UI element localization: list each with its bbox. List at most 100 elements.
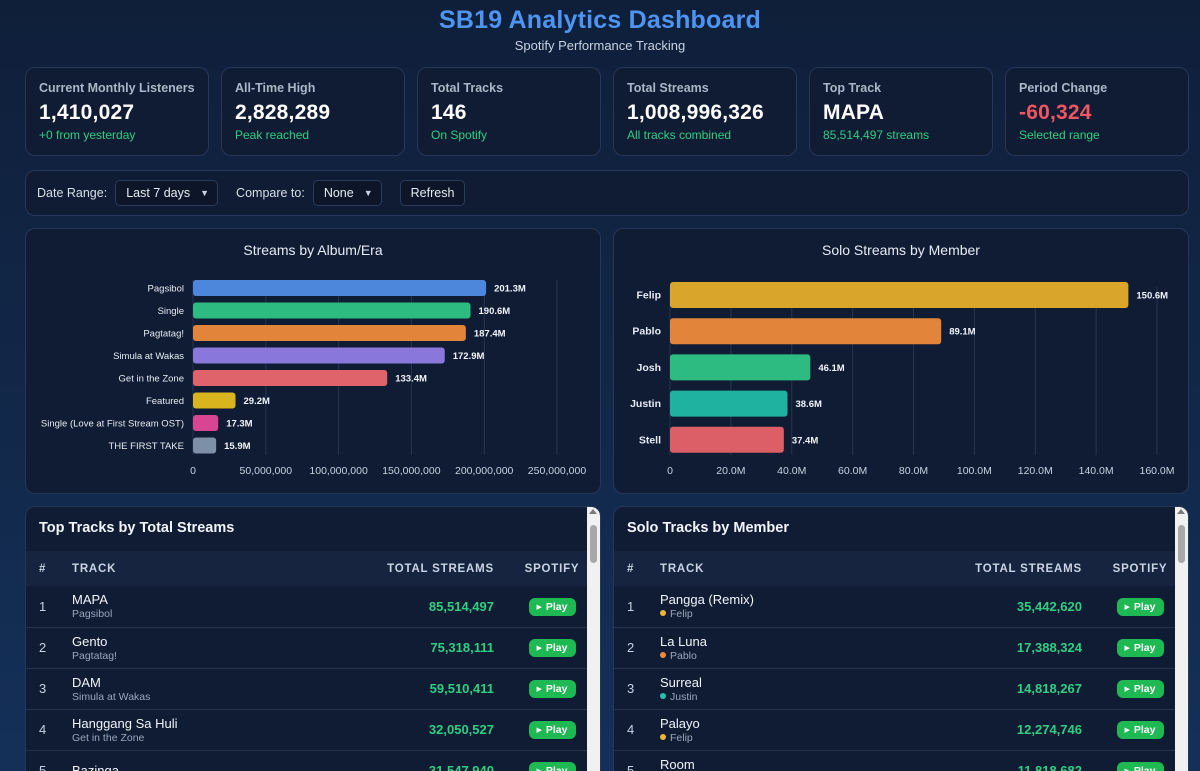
play-icon: ▶: [1124, 686, 1130, 693]
track-streams: 32,050,527: [274, 709, 516, 751]
stat-card-total-tracks: Total Tracks 146 On Spotify: [417, 67, 601, 156]
play-label: Play: [1133, 724, 1156, 736]
date-range-select[interactable]: Last 7 days ▼: [115, 180, 219, 206]
x-tick-label: 250,000,000: [528, 465, 587, 477]
play-button[interactable]: ▶Play: [528, 721, 576, 739]
track-name: La Luna: [660, 633, 707, 649]
scroll-up-icon: [1177, 509, 1185, 514]
bar: [193, 437, 217, 454]
track-name: Hanggang Sa Huli: [72, 715, 178, 731]
play-label: Play: [545, 724, 568, 736]
data-label: 187.4M: [474, 329, 506, 340]
play-label: Play: [545, 765, 568, 771]
page-title: SB19 Analytics Dashboard: [438, 6, 762, 34]
x-tick-label: 20.0M: [716, 465, 745, 477]
data-label: 190.6M: [479, 306, 511, 317]
data-label: 29.2M: [244, 396, 270, 407]
play-button[interactable]: ▶Play: [1116, 680, 1164, 698]
data-label: 15.9M: [224, 441, 250, 452]
track-streams: 31,547,940: [274, 750, 516, 771]
stat-label: All-Time High: [235, 81, 316, 95]
track-rank: 2: [614, 627, 654, 669]
stat-card-monthly-listeners: Current Monthly Listeners 1,410,027 +0 f…: [25, 67, 209, 156]
track-rank: 1: [614, 586, 654, 628]
track-member: Pablo: [670, 649, 697, 662]
x-tick-label: 80.0M: [899, 465, 928, 477]
track-album: Simula at Wakas: [72, 690, 151, 703]
play-button[interactable]: ▶Play: [1116, 597, 1164, 616]
table-title: Top Tracks by Total Streams: [39, 520, 235, 536]
track-member: Justin: [670, 690, 698, 703]
category-label: Single: [158, 306, 184, 317]
chevron-down-icon: ▼: [363, 188, 373, 198]
category-label: Pagsibol: [148, 284, 184, 295]
stat-value: 1,410,027: [39, 101, 135, 124]
category-label: Josh: [636, 362, 661, 374]
category-label: Pagtatag!: [143, 329, 184, 340]
stat-label: Top Track: [823, 81, 882, 95]
stat-card-top-track: Top Track MAPA 85,514,497 streams: [809, 67, 993, 156]
category-label: Pablo: [632, 326, 661, 338]
data-label: 201.3M: [494, 284, 526, 295]
play-icon: ▶: [536, 603, 542, 611]
stat-value: 1,008,996,326: [627, 101, 764, 124]
track-streams: 75,318,111: [274, 627, 516, 669]
table-row: 3 DAM Simula at Wakas 59,510,411 ▶ Play: [26, 668, 600, 710]
member-dot: [660, 610, 666, 617]
compare-select[interactable]: None ▼: [312, 180, 382, 206]
date-range-label: Date Range:: [37, 186, 108, 200]
table-row: 5 Bazinga 31,547,940 ▶Play: [26, 750, 600, 771]
scrollbar[interactable]: [587, 507, 600, 771]
play-icon: ▶: [536, 645, 542, 652]
refresh-button[interactable]: Refresh: [399, 180, 466, 206]
x-tick-label: 100,000,000: [309, 465, 368, 477]
data-label: 89.1M: [949, 327, 975, 338]
compare-value: None: [323, 186, 354, 200]
scrollbar[interactable]: [1175, 507, 1188, 771]
table-row: 3 Surreal Justin 14,818,267 ▶ Play: [614, 668, 1188, 710]
x-tick-label: 200,000,000: [455, 465, 514, 477]
bar: [670, 426, 784, 453]
table-header-row: # TRACK TOTAL STREAMS SPOTIFY: [26, 551, 600, 586]
category-label: Felip: [636, 290, 661, 302]
member-dot: [660, 692, 666, 699]
play-button[interactable]: ▶Play: [1116, 762, 1164, 771]
table-header-row: # TRACK TOTAL STREAMS SPOTIFY: [614, 551, 1188, 586]
x-tick-label: 140.0M: [1079, 465, 1114, 477]
chart-title: Streams by Album/Era: [243, 242, 383, 258]
scroll-up-icon: [589, 509, 597, 514]
play-icon: ▶: [1124, 727, 1130, 734]
stat-value: MAPA: [823, 101, 885, 124]
member-dot: [660, 733, 666, 740]
stat-note: +0 from yesterday: [39, 128, 136, 142]
play-button[interactable]: ▶Play: [528, 639, 576, 657]
column-streams: TOTAL STREAMS: [850, 551, 1104, 586]
play-button[interactable]: ▶Play: [1116, 721, 1164, 739]
stat-note: All tracks combined: [627, 128, 732, 142]
track-name: MAPA: [72, 592, 108, 608]
stat-cards: Current Monthly Listeners 1,410,027 +0 f…: [25, 67, 1189, 156]
play-icon: ▶: [1125, 767, 1130, 771]
stat-note: Selected range: [1019, 128, 1100, 142]
track-name: Pangga (Remix): [660, 592, 754, 608]
x-tick-label: 120.0M: [1018, 465, 1053, 477]
category-label: Get in the Zone: [119, 374, 184, 385]
solo-tracks-table: # TRACK TOTAL STREAMS SPOTIFY 1 Pangga (…: [614, 551, 1188, 771]
filter-bar: Date Range: Last 7 days ▼ Compare to: No…: [25, 170, 1189, 216]
stat-label: Current Monthly Listeners: [39, 81, 195, 95]
play-button[interactable]: ▶Play: [528, 680, 576, 698]
scrollbar-thumb[interactable]: [590, 525, 597, 563]
scrollbar-thumb[interactable]: [1178, 525, 1185, 563]
play-button[interactable]: ▶Play: [528, 597, 576, 616]
play-button[interactable]: ▶Play: [528, 762, 576, 771]
track-streams: 59,510,411: [274, 668, 516, 710]
track-name: Bazinga: [72, 762, 119, 771]
play-button[interactable]: ▶Play: [1116, 639, 1164, 657]
bar: [193, 302, 471, 319]
play-label: Play: [1133, 600, 1156, 613]
track-album: Pagtatag!: [72, 649, 117, 662]
category-label: Simula at Wakas: [113, 351, 184, 362]
stat-card-total-streams: Total Streams 1,008,996,326 All tracks c…: [613, 67, 797, 156]
bar: [670, 390, 788, 417]
stat-label: Total Streams: [627, 81, 709, 95]
